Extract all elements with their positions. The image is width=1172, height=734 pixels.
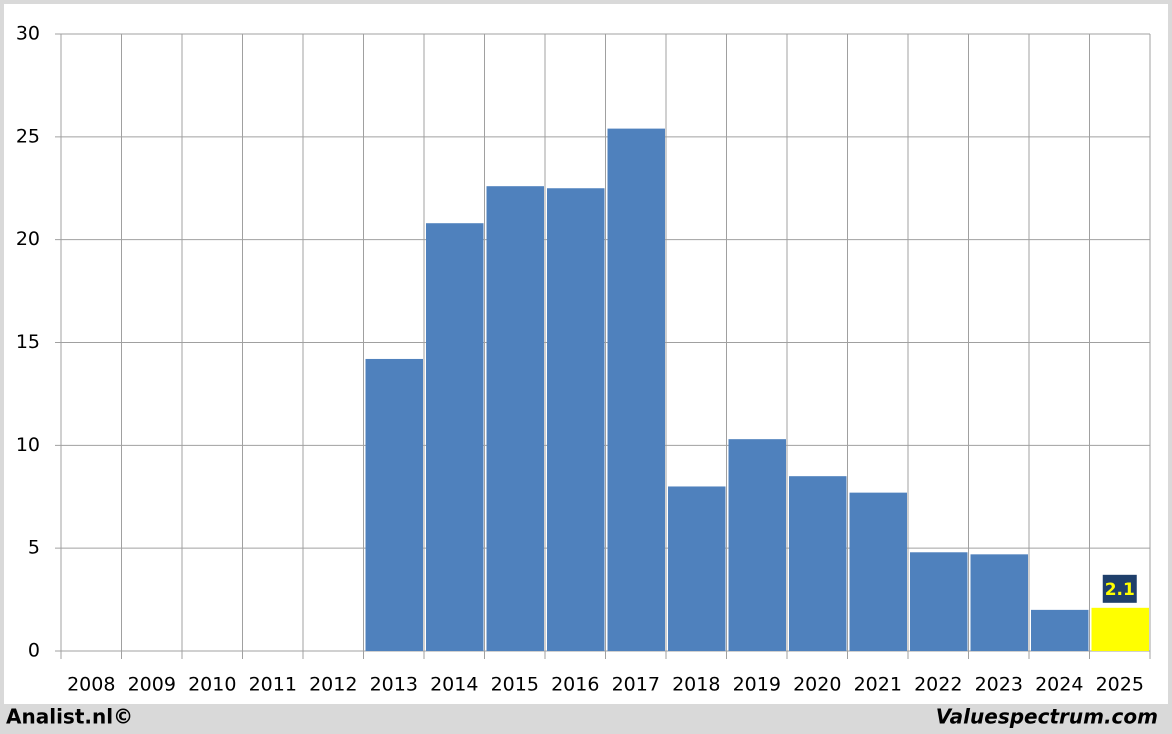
bar [789,476,847,651]
y-tick-label: 5 [28,537,40,559]
bar [849,492,907,651]
bar [365,358,423,651]
y-tick-label: 10 [16,434,40,456]
x-tick-label: 2015 [491,674,539,696]
bar [1091,607,1149,651]
bar [728,439,786,651]
bar [607,128,665,651]
credit-right: Valuespectrum.com [936,705,1158,729]
bar [547,188,605,651]
bar [486,186,544,651]
y-tick-label: 20 [16,228,40,250]
x-tick-label: 2014 [430,674,478,696]
bar [910,552,968,651]
x-tick-label: 2022 [914,674,962,696]
x-tick-label: 2018 [672,674,720,696]
x-tick-label: 2008 [67,674,115,696]
y-tick-label: 0 [28,640,40,662]
x-tick-label: 2013 [370,674,418,696]
data-label: 2.1 [1105,580,1135,600]
x-tick-label: 2009 [128,674,176,696]
bar [1031,609,1089,651]
data-label-box [1102,574,1137,603]
x-tick-label: 2019 [733,674,781,696]
y-tick-label: 15 [16,331,40,353]
credit-left: Analist.nl© [6,705,133,729]
x-tick-label: 2016 [551,674,599,696]
bar [970,554,1028,651]
bar [668,486,726,651]
x-tick-label: 2011 [249,674,297,696]
x-tick-label: 2023 [975,674,1023,696]
x-tick-label: 2025 [1096,674,1144,696]
y-tick-label: 25 [16,125,40,147]
y-tick-label: 30 [16,23,40,45]
bar [426,223,484,652]
x-tick-label: 2024 [1035,674,1083,696]
x-tick-label: 2021 [854,674,902,696]
x-tick-label: 2012 [309,674,357,696]
x-tick-label: 2020 [793,674,841,696]
x-tick-label: 2017 [612,674,660,696]
x-tick-label: 2010 [188,674,236,696]
